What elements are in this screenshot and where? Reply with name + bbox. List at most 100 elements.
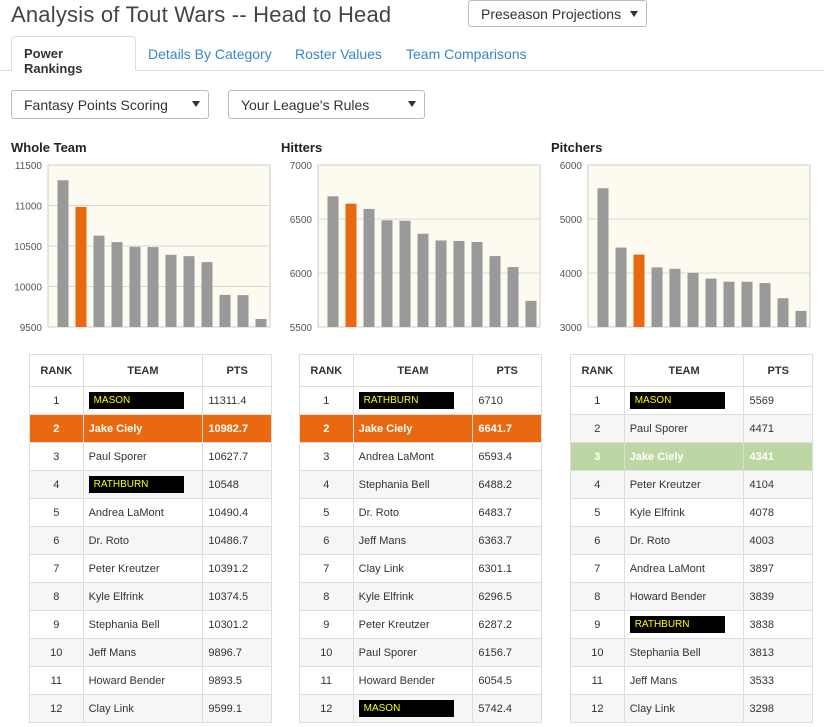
tab-power-rankings[interactable]: Power Rankings: [11, 36, 136, 76]
bar: [741, 281, 753, 327]
column-header-rank[interactable]: RANK: [570, 354, 625, 387]
rank-cell: 6: [29, 526, 84, 555]
rules-select[interactable]: Your League's Rules: [228, 90, 425, 119]
pts-cell: 9896.7: [202, 638, 272, 667]
rank-cell: 2: [299, 414, 354, 443]
column-header-pts[interactable]: PTS: [472, 354, 542, 387]
team-cell: Kyle Elfrink: [82, 582, 204, 611]
rank-cell: 6: [570, 526, 625, 555]
team-cell: Peter Kreutzer: [352, 610, 474, 639]
pts-cell: 3298: [743, 694, 813, 723]
table-row: 7 Andrea LaMont 3897: [570, 554, 813, 583]
projection-select[interactable]: Preseason Projections: [468, 0, 647, 27]
table-row: 5 Andrea LaMont 10490.4: [29, 498, 272, 527]
table-row: 8 Kyle Elfrink 10374.5: [29, 582, 272, 611]
pts-cell: 4078: [743, 498, 813, 527]
pts-cell: 6483.7: [472, 498, 542, 527]
bar: [705, 278, 717, 327]
team-cell: Stephania Bell: [352, 470, 474, 499]
team-cell: Peter Kreutzer: [82, 554, 204, 583]
table-header-row: RANK TEAM PTS: [29, 354, 272, 387]
table-header-row: RANK TEAM PTS: [299, 354, 542, 387]
rank-cell: 2: [29, 414, 84, 443]
pts-cell: 9893.5: [202, 666, 272, 695]
scoring-select[interactable]: Fantasy Points Scoring: [11, 90, 209, 119]
rank-cell: 9: [29, 610, 84, 639]
column-header-team[interactable]: TEAM: [352, 354, 474, 387]
team-cell: Andrea LaMont: [82, 498, 204, 527]
tab-roster-values[interactable]: Roster Values: [295, 46, 382, 62]
caret-down-icon: [630, 11, 638, 17]
table-row: 3 Andrea LaMont 6593.4: [299, 442, 542, 471]
table-row: 1 MASON 11311.4: [29, 386, 272, 415]
bar: [453, 240, 465, 327]
team-cell: Jake Ciely: [82, 414, 204, 443]
bar: [687, 272, 699, 327]
rank-cell: 2: [570, 414, 625, 443]
team-cell: Stephania Bell: [623, 638, 745, 667]
table-row: 2 Paul Sporer 4471: [570, 414, 813, 443]
bar: [129, 246, 141, 327]
bar: [201, 262, 213, 327]
bar: [93, 235, 105, 327]
table-row: 10 Stephania Bell 3813: [570, 638, 813, 667]
caret-down-icon: [192, 101, 200, 107]
bar: [255, 318, 267, 327]
team-cell: Paul Sporer: [82, 442, 204, 471]
pitchers-chart: 3000 4000 5000 6000: [560, 161, 811, 334]
rank-cell: 1: [570, 386, 625, 415]
caret-down-icon: [408, 101, 416, 107]
redacted-team-name: MASON: [629, 392, 725, 409]
table-row: 7 Clay Link 6301.1: [299, 554, 542, 583]
tab-team-comparisons[interactable]: Team Comparisons: [406, 46, 527, 62]
table-row: 12 MASON 5742.4: [299, 694, 542, 723]
table-row: 9 RATHBURN 3838: [570, 610, 813, 639]
column-header-rank[interactable]: RANK: [29, 354, 84, 387]
column-header-team[interactable]: TEAM: [623, 354, 745, 387]
team-cell: Kyle Elfrink: [352, 582, 474, 611]
bar: [597, 188, 609, 327]
pts-cell: 10486.7: [202, 526, 272, 555]
team-cell: RATHBURN: [623, 610, 745, 639]
bar: [777, 298, 789, 327]
table-row: 4 Stephania Bell 6488.2: [299, 470, 542, 499]
team-cell: RATHBURN: [352, 386, 474, 415]
table-row: 2 Jake Ciely 10982.7: [29, 414, 272, 443]
team-cell: Peter Kreutzer: [623, 470, 745, 499]
column-header-pts[interactable]: PTS: [202, 354, 272, 387]
rank-cell: 7: [299, 554, 354, 583]
bar: [723, 281, 735, 327]
redacted-team-name: RATHBURN: [88, 476, 184, 493]
bar: [615, 247, 627, 327]
y-tick-label: 11500: [15, 161, 43, 172]
rank-cell: 11: [299, 666, 354, 695]
table-row: 6 Jeff Mans 6363.7: [299, 526, 542, 555]
column-header-team[interactable]: TEAM: [82, 354, 204, 387]
tab-details-by-category[interactable]: Details By Category: [148, 46, 272, 62]
team-cell: Howard Bender: [623, 582, 745, 611]
table-row: 10 Paul Sporer 6156.7: [299, 638, 542, 667]
pts-cell: 6287.2: [472, 610, 542, 639]
chart-title-pitchers: Pitchers: [551, 140, 603, 155]
rank-cell: 4: [29, 470, 84, 499]
bar: [327, 196, 339, 327]
team-cell: Dr. Roto: [623, 526, 745, 555]
table-row: 3 Paul Sporer 10627.7: [29, 442, 272, 471]
rank-cell: 6: [299, 526, 354, 555]
column-header-rank[interactable]: RANK: [299, 354, 354, 387]
bar: [417, 233, 429, 327]
team-cell: Clay Link: [82, 694, 204, 723]
team-cell: Andrea LaMont: [352, 442, 474, 471]
pts-cell: 5742.4: [472, 694, 542, 723]
bar: [507, 267, 519, 327]
pts-cell: 6363.7: [472, 526, 542, 555]
team-cell: Jeff Mans: [352, 526, 474, 555]
team-cell: Dr. Roto: [82, 526, 204, 555]
pts-cell: 5569: [743, 386, 813, 415]
team-cell: Howard Bender: [352, 666, 474, 695]
y-tick-label: 6000: [560, 161, 583, 172]
bar: [489, 256, 501, 327]
team-cell: Stephania Bell: [82, 610, 204, 639]
column-header-pts[interactable]: PTS: [743, 354, 813, 387]
table-row: 12 Clay Link 3298: [570, 694, 813, 723]
